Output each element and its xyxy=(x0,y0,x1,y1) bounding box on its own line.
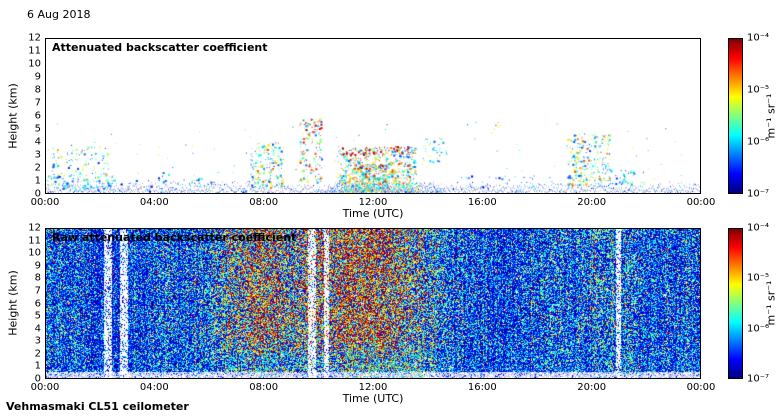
y-tick-label: 9 xyxy=(34,260,41,272)
y-tick-label: 0 xyxy=(34,373,41,385)
instrument-label: Vehmasmaki CL51 ceilometer xyxy=(6,400,189,413)
x-tick-label: 16:00 xyxy=(467,382,497,393)
y-tick-label: 3 xyxy=(34,149,41,161)
y-tick-label: 12 xyxy=(28,32,41,44)
y-tick-label: 3 xyxy=(34,335,41,347)
y-tick-label: 11 xyxy=(28,45,41,57)
colorbar-bottom xyxy=(728,228,743,379)
y-tick-label: 12 xyxy=(28,222,41,234)
y-tick-label: 10 xyxy=(28,247,41,259)
y-tick-label: 11 xyxy=(28,235,41,247)
x-axis-label-top: Time (UTC) xyxy=(342,207,404,220)
x-tick-label: 20:00 xyxy=(577,382,607,393)
colorbar-tick-label: 10⁻⁷ xyxy=(747,373,770,385)
x-tick-label: 12:00 xyxy=(358,382,388,393)
y-tick-label: 8 xyxy=(34,272,41,284)
y-tick-label: 0 xyxy=(34,188,41,200)
x-tick-label: 00:00 xyxy=(686,197,716,208)
y-axis-label-bottom: Height (km) xyxy=(6,270,20,336)
colorbar-tick-label: 10⁻⁶ xyxy=(747,323,770,335)
y-tick-label: 9 xyxy=(34,71,41,83)
x-tick-label: 00:00 xyxy=(30,382,60,393)
x-tick-label: 04:00 xyxy=(139,197,169,208)
y-tick-label: 1 xyxy=(34,360,41,372)
colorbar-unit-label-top: m⁻¹ sr⁻¹ xyxy=(764,93,778,139)
panel-title-raw: Raw attenuated backscatter coefficient xyxy=(52,231,297,244)
y-tick-label: 4 xyxy=(34,136,41,148)
y-tick-label: 7 xyxy=(34,97,41,109)
colorbar-tick-label: 10⁻⁵ xyxy=(747,84,770,96)
y-tick-label: 10 xyxy=(28,58,41,70)
x-axis-label-bottom: Time (UTC) xyxy=(342,392,404,405)
attenuated-backscatter-panel: Attenuated backscatter coefficient xyxy=(45,38,701,194)
x-tick-label: 00:00 xyxy=(686,382,716,393)
raw-backscatter-heatmap xyxy=(46,229,700,378)
colorbar-tick-label: 10⁻⁶ xyxy=(747,136,770,148)
y-tick-label: 5 xyxy=(34,310,41,322)
date-label: 6 Aug 2018 xyxy=(27,8,91,21)
y-tick-label: 1 xyxy=(34,175,41,187)
y-tick-label: 7 xyxy=(34,285,41,297)
x-tick-label: 08:00 xyxy=(249,197,279,208)
y-tick-label: 2 xyxy=(34,162,41,174)
y-tick-label: 2 xyxy=(34,348,41,360)
colorbar-tick-label: 10⁻⁴ xyxy=(747,222,770,234)
colorbar-tick-label: 10⁻⁷ xyxy=(747,188,770,200)
colorbar-tick-label: 10⁻⁴ xyxy=(747,32,770,44)
panel-title-attenuated: Attenuated backscatter coefficient xyxy=(52,41,268,54)
y-tick-label: 5 xyxy=(34,123,41,135)
x-tick-label: 16:00 xyxy=(467,197,497,208)
x-tick-label: 12:00 xyxy=(358,197,388,208)
colorbar-top xyxy=(728,38,743,194)
y-axis-label-top: Height (km) xyxy=(6,83,20,149)
x-tick-label: 04:00 xyxy=(139,382,169,393)
attenuated-backscatter-heatmap xyxy=(46,39,700,193)
x-tick-label: 20:00 xyxy=(577,197,607,208)
colorbar-unit-label-bottom: m⁻¹ sr⁻¹ xyxy=(764,280,778,326)
y-tick-label: 8 xyxy=(34,84,41,96)
colorbar-tick-label: 10⁻⁵ xyxy=(747,272,770,284)
y-tick-label: 4 xyxy=(34,323,41,335)
y-tick-label: 6 xyxy=(34,110,41,122)
y-tick-label: 6 xyxy=(34,298,41,309)
x-tick-label: 08:00 xyxy=(249,382,279,393)
raw-backscatter-panel: Raw attenuated backscatter coefficient xyxy=(45,228,701,379)
x-tick-label: 00:00 xyxy=(30,197,60,208)
